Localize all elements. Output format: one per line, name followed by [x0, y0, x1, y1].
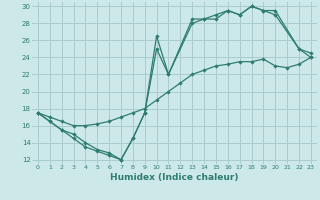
X-axis label: Humidex (Indice chaleur): Humidex (Indice chaleur): [110, 173, 239, 182]
